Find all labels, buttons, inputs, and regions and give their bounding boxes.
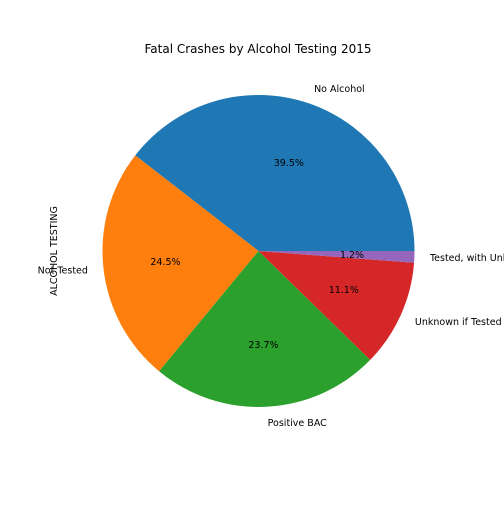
pie-slices [102,95,415,407]
pie-slice-tested-with-unknown-results [258,251,415,263]
slice-category-label: Unknown if Tested [415,317,502,328]
slice-category-label: Positive BAC [268,418,327,429]
slice-percent-label: 1.2% [340,250,364,261]
slice-category-label: No Alcohol [314,84,365,95]
slice-percent-label: 11.1% [329,285,359,296]
pie-labels: No Alcohol 39.5% Not Tested 24.5% Positive B… [38,84,504,429]
slice-percent-label: 24.5% [150,257,180,268]
pie-slice-unknown-if-tested [258,251,415,360]
slice-percent-label: 23.7% [248,340,278,351]
y-axis-label: ALCOHOL TESTING [49,206,60,296]
pie-slice-positive-bac [159,251,371,407]
pie-slice-not-tested [102,155,259,372]
chart-title: Fatal Crashes by Alcohol Testing 2015 [145,42,372,56]
slice-category-label: Not Tested [38,265,88,276]
slice-percent-label: 39.5% [274,158,304,169]
slice-category-label: Tested, with Unknown Results [429,253,504,264]
pie-slice-no-alcohol [135,95,415,252]
